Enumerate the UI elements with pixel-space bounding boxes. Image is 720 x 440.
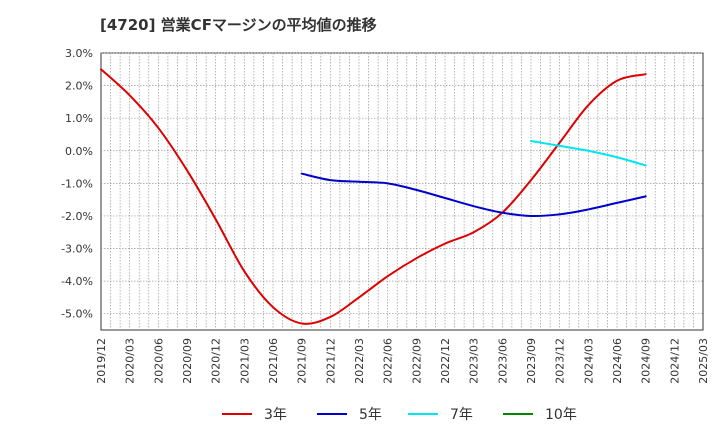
x-tick-label: 2021/09 — [296, 338, 309, 384]
x-tick-label: 2021/03 — [238, 338, 251, 384]
x-tick-label: 2024/12 — [668, 338, 681, 384]
y-tick-label: -3.0% — [61, 243, 93, 256]
x-tick-label: 2022/12 — [439, 338, 452, 384]
y-tick-label: 0.0% — [65, 145, 93, 158]
grid-layer — [100, 52, 704, 331]
x-tick-label: 2023/03 — [468, 338, 481, 384]
x-tick-label: 2022/09 — [410, 338, 423, 384]
y-tick-label: -5.0% — [61, 308, 93, 321]
x-tick-label: 2020/12 — [210, 338, 223, 384]
x-tick-label: 2020/09 — [181, 338, 194, 384]
x-tick-label: 2023/06 — [496, 338, 509, 384]
legend-label-4: 10年 — [545, 407, 577, 423]
series-line-2 — [300, 172, 647, 217]
y-tick-label: -2.0% — [61, 210, 93, 223]
legend-label-1: 3年 — [264, 407, 287, 423]
y-tick-label: -1.0% — [61, 177, 93, 190]
axis-layer: 3.0% 2.0% 1.0% 0.0% -1.0% -2.0% -3.0% -4.0% -5.0… — [61, 47, 710, 384]
legend-layer: 3年 5年 7年 10年 — [222, 407, 577, 423]
series-line-3 — [530, 139, 647, 167]
x-tick-label: 2024/09 — [640, 338, 653, 384]
x-tick-label: 2020/03 — [124, 338, 137, 384]
x-tick-label: 2022/03 — [353, 338, 366, 384]
chart-title: [4720] 営業CFマージンの平均値の推移 — [100, 16, 377, 34]
plot-area — [100, 52, 704, 331]
legend-label-3: 7年 — [450, 407, 473, 423]
x-tick-label: 2024/06 — [611, 338, 624, 384]
x-tick-label: 2023/12 — [554, 338, 567, 384]
legend-label-2: 5年 — [359, 407, 382, 423]
x-tick-label: 2021/06 — [267, 338, 280, 384]
x-tick-label: 2025/03 — [697, 338, 710, 384]
y-tick-label: 3.0% — [65, 47, 93, 60]
x-tick-label: 2019/12 — [95, 338, 108, 384]
y-tick-label: 1.0% — [65, 112, 93, 125]
series-layer — [100, 68, 647, 325]
y-tick-label: 2.0% — [65, 80, 93, 93]
x-tick-label: 2021/12 — [324, 338, 337, 384]
x-tick-label: 2020/06 — [152, 338, 165, 384]
y-tick-label: -4.0% — [61, 275, 93, 288]
x-tick-label: 2024/03 — [582, 338, 595, 384]
x-tick-label: 2022/06 — [382, 338, 395, 384]
x-tick-label: 2023/09 — [525, 338, 538, 384]
